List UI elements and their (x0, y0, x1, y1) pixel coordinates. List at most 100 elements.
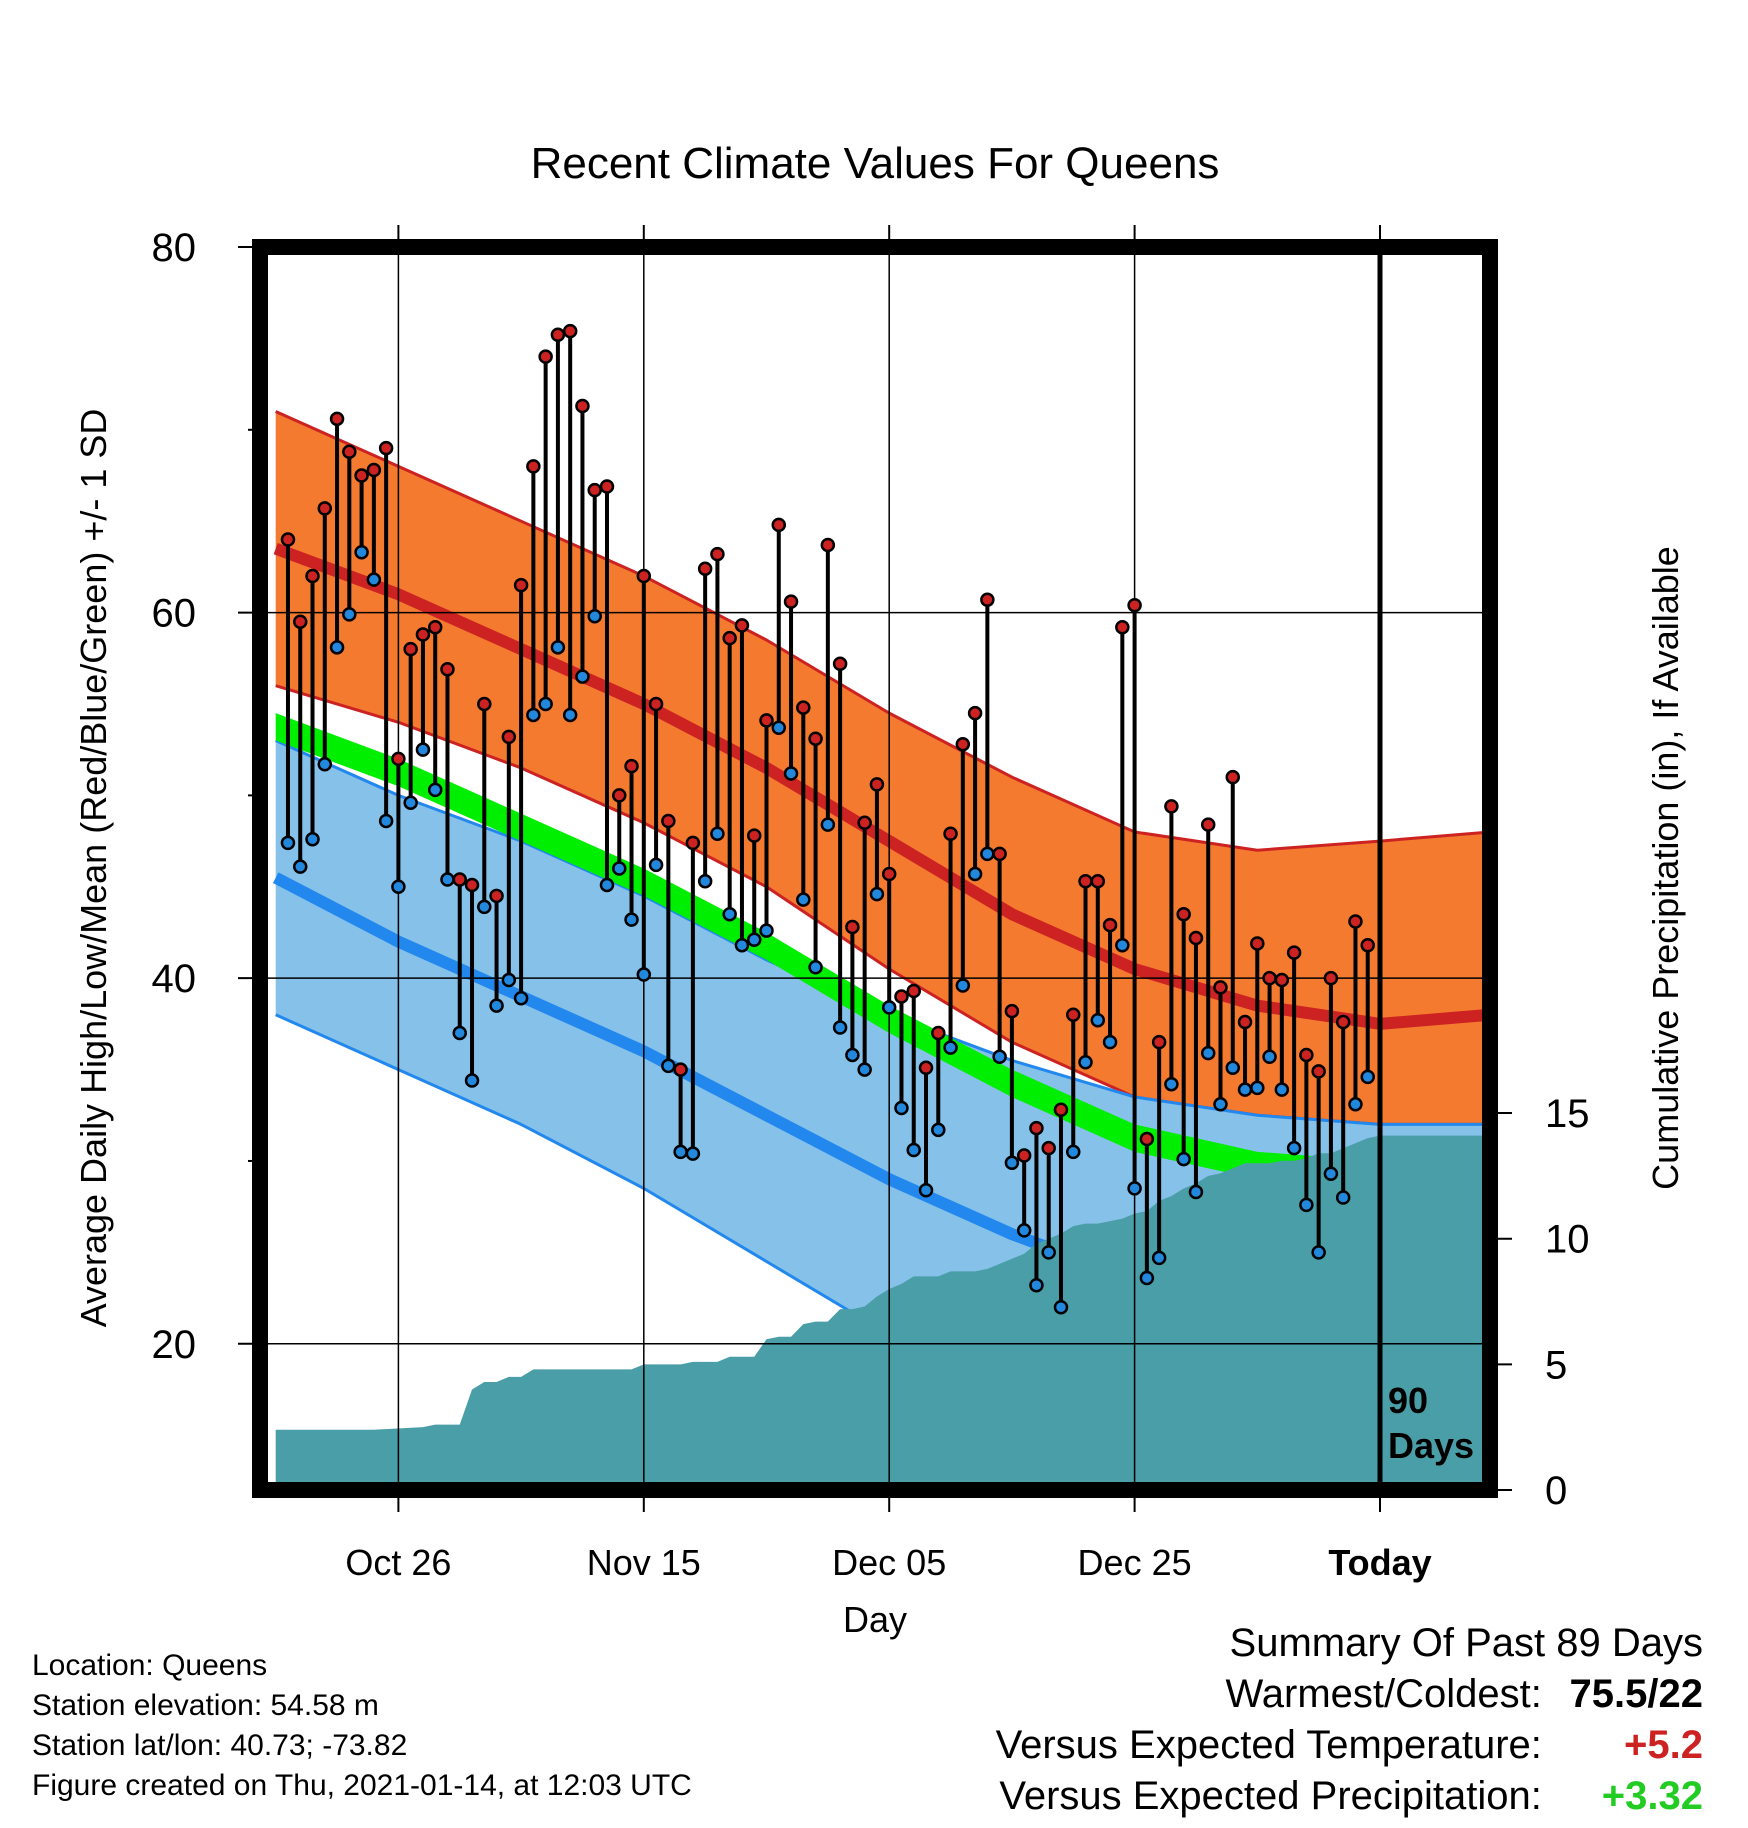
x-tick-label: Today (1328, 1542, 1431, 1583)
high-point (538, 349, 553, 364)
high-point (1151, 1034, 1167, 1050)
high-point (746, 828, 762, 843)
high-point (980, 592, 995, 608)
high-point (992, 846, 1007, 862)
low-point (1250, 1080, 1265, 1096)
low-point (869, 886, 885, 902)
high-point (1274, 972, 1290, 988)
low-point (685, 1146, 701, 1161)
low-point (832, 1020, 848, 1035)
low-point (1225, 1060, 1241, 1075)
high-point (440, 662, 455, 677)
high-point (550, 327, 566, 342)
summary-precip-row: Versus Expected Precipitation: +3.32 (996, 1771, 1703, 1822)
y-tick-label: 40 (152, 957, 197, 1001)
low-point (1127, 1181, 1142, 1196)
high-point (562, 323, 578, 339)
high-point (1262, 970, 1277, 986)
high-point (1016, 1148, 1032, 1163)
high-point (575, 398, 590, 414)
low-point (1200, 1045, 1216, 1061)
y2-axis-label: Cumulative Precipitation (in), If Availa… (1645, 546, 1686, 1190)
low-point (771, 720, 787, 735)
low-point (1262, 1049, 1277, 1065)
low-point (624, 912, 639, 927)
low-point (931, 1122, 946, 1138)
low-point (354, 545, 369, 560)
low-point (1323, 1166, 1339, 1182)
low-point (1139, 1270, 1155, 1286)
high-point (685, 835, 701, 851)
high-point (881, 866, 897, 882)
high-point (648, 696, 664, 712)
low-point (1078, 1055, 1093, 1070)
low-point (317, 757, 333, 772)
high-point (280, 532, 296, 547)
elevation-text: Station elevation: 54.58 m (32, 1689, 379, 1722)
high-point (1311, 1064, 1326, 1079)
low-point (427, 782, 443, 798)
low-point (1151, 1250, 1167, 1266)
high-point (857, 815, 872, 831)
high-point (783, 594, 799, 609)
low-point (857, 1062, 872, 1077)
high-point (943, 826, 958, 842)
low-point (1335, 1190, 1351, 1205)
low-point (329, 640, 345, 655)
y2-tick-label: 15 (1545, 1092, 1590, 1136)
high-point (673, 1062, 688, 1077)
high-point (391, 751, 406, 767)
high-point (501, 729, 517, 745)
high-point (636, 568, 652, 584)
x-tick-label: Dec 25 (1078, 1542, 1192, 1583)
high-point (354, 468, 369, 483)
high-point (771, 517, 787, 533)
high-point (599, 479, 615, 494)
low-point (550, 640, 566, 655)
high-point (759, 713, 774, 728)
low-point (697, 874, 713, 889)
low-point (501, 972, 517, 988)
low-point (489, 998, 504, 1013)
low-point (661, 1058, 676, 1074)
low-point (1053, 1299, 1069, 1315)
low-point (1090, 1012, 1106, 1028)
high-point (967, 705, 983, 721)
high-point (1225, 769, 1241, 785)
x-axis-label: Day (843, 1599, 907, 1640)
low-point (305, 832, 320, 847)
x-tick-label: Oct 26 (345, 1542, 451, 1583)
high-point (587, 482, 602, 498)
low-point (943, 1040, 958, 1055)
low-point (1041, 1245, 1056, 1260)
y-tick-label: 20 (152, 1323, 197, 1367)
high-point (1237, 1014, 1253, 1030)
high-point (722, 630, 737, 646)
low-point (612, 861, 627, 876)
high-point (1139, 1131, 1155, 1147)
low-point (1066, 1144, 1081, 1160)
high-point (734, 618, 750, 633)
y-axis-label: Average Daily High/Low/Mean (Red/Blue/Gr… (73, 409, 114, 1328)
high-normal-band (275, 411, 1490, 1125)
high-point (1213, 980, 1228, 995)
high-point (1053, 1102, 1069, 1118)
low-point (734, 938, 750, 953)
high-point (1299, 1047, 1314, 1063)
y2-tick-label: 5 (1545, 1343, 1567, 1387)
low-point (967, 866, 983, 882)
low-point (342, 607, 357, 622)
high-point (1004, 1003, 1020, 1019)
low-point (513, 991, 529, 1006)
high-point (378, 440, 394, 456)
low-point (1016, 1223, 1032, 1238)
low-point (636, 967, 652, 982)
high-point (1323, 970, 1339, 986)
low-point (562, 707, 578, 723)
low-point (980, 846, 995, 862)
low-point (1004, 1155, 1020, 1171)
low-point (1176, 1151, 1191, 1167)
high-point (1066, 1007, 1081, 1022)
high-point (403, 641, 418, 657)
low-point (526, 707, 541, 723)
